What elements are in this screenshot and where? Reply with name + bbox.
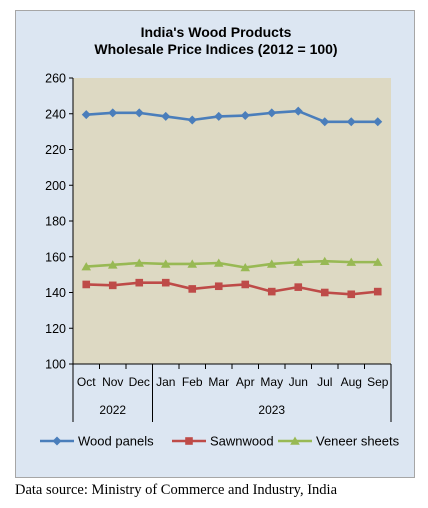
series-line-sawnwood	[86, 281, 378, 296]
x-category-label: Sep	[367, 375, 389, 389]
year-group-label: 2023	[258, 403, 285, 417]
x-category-label: Dec	[129, 375, 150, 389]
chart-svg: India's Wood Products Wholesale Price In…	[40, 24, 400, 449]
y-tick-label: 220	[45, 143, 66, 157]
data-point-sawnwood	[214, 282, 223, 291]
data-point-wood-panels	[214, 111, 224, 121]
chart-title-line-2: Wholesale Price Indices (2012 = 100)	[94, 41, 337, 57]
data-point-sawnwood	[294, 283, 303, 291]
x-category-label: Feb	[182, 375, 203, 389]
legend: Wood panels Sawnwood Veneer sheets	[40, 434, 400, 449]
data-point-wood-panels	[108, 108, 118, 118]
legend-marker-sawnwood	[185, 437, 193, 445]
legend-marker-wood-panels	[52, 436, 62, 446]
data-point-sawnwood	[347, 290, 356, 299]
legend-label-sawnwood: Sawnwood	[210, 434, 274, 449]
y-tick-label: 120	[45, 322, 66, 336]
x-category-label: Jan	[156, 375, 175, 389]
data-point-wood-panels	[240, 111, 250, 121]
x-category-label: Aug	[341, 375, 362, 389]
data-point-wood-panels	[346, 117, 356, 127]
chart-title-line-1: India's Wood Products	[141, 24, 292, 40]
data-point-wood-panels	[81, 110, 91, 120]
data-point-wood-panels	[373, 117, 383, 127]
y-tick-label: 100	[45, 358, 66, 372]
data-point-veneer-sheets	[187, 259, 198, 268]
data-point-sawnwood	[161, 278, 170, 287]
data-point-veneer-sheets	[160, 259, 171, 268]
y-tick-label: 200	[45, 179, 66, 193]
data-point-sawnwood	[188, 285, 197, 293]
legend-item-veneer-sheets: Veneer sheets	[278, 434, 400, 449]
y-tick-label: 180	[45, 215, 66, 229]
y-tick-label: 240	[45, 107, 66, 121]
data-point-veneer-sheets	[240, 262, 251, 272]
data-point-veneer-sheets	[266, 259, 277, 268]
series-sawnwood	[82, 278, 382, 299]
data-point-sawnwood	[320, 288, 329, 297]
data-point-veneer-sheets	[134, 258, 145, 267]
data-point-veneer-sheets	[372, 257, 383, 266]
data-point-sawnwood	[82, 280, 91, 289]
x-category-label: May	[260, 375, 283, 389]
data-point-veneer-sheets	[346, 257, 357, 266]
x-category-label: Oct	[77, 375, 96, 389]
data-point-veneer-sheets	[107, 260, 118, 269]
data-point-sawnwood	[373, 287, 382, 296]
data-point-veneer-sheets	[81, 262, 92, 271]
legend-item-wood-panels: Wood panels	[40, 434, 154, 449]
data-point-veneer-sheets	[293, 257, 304, 266]
data-point-veneer-sheets	[319, 256, 330, 266]
series-layer	[81, 106, 383, 299]
data-point-wood-panels	[187, 115, 197, 125]
plot-area	[73, 78, 391, 364]
x-category-label: Nov	[102, 375, 123, 389]
y-tick-label: 140	[45, 286, 66, 300]
data-point-wood-panels	[267, 108, 277, 118]
data-point-sawnwood	[108, 281, 117, 290]
data-point-wood-panels	[293, 106, 303, 116]
legend-item-sawnwood: Sawnwood	[172, 434, 274, 449]
data-point-wood-panels	[161, 111, 171, 121]
year-group-label: 2022	[99, 403, 126, 417]
data-point-sawnwood	[241, 280, 250, 289]
axes: 100 120 140 160 180 200 220 240 260 Oct Nov Dec Jan F…	[45, 72, 392, 422]
x-category-label: Jun	[289, 375, 308, 389]
legend-marker-veneer-sheets	[290, 436, 300, 445]
series-line-veneer-sheets	[86, 259, 378, 269]
data-point-sawnwood	[267, 287, 276, 296]
chart-frame: India's Wood Products Wholesale Price In…	[15, 10, 415, 478]
legend-label-wood-panels: Wood panels	[78, 434, 154, 449]
x-category-label: Apr	[236, 375, 255, 389]
data-point-wood-panels	[134, 108, 144, 118]
y-tick-label: 260	[45, 72, 66, 86]
y-tick-label: 160	[45, 250, 66, 264]
series-wood-panels	[81, 106, 383, 127]
x-category-label: Jul	[317, 375, 332, 389]
legend-label-veneer-sheets: Veneer sheets	[316, 434, 400, 449]
data-point-veneer-sheets	[213, 258, 224, 267]
data-point-wood-panels	[320, 117, 330, 127]
x-category-label: Mar	[208, 375, 229, 389]
series-veneer-sheets	[81, 256, 383, 272]
data-point-sawnwood	[135, 278, 144, 287]
data-source-note: Data source: Ministry of Commerce and In…	[15, 482, 338, 498]
